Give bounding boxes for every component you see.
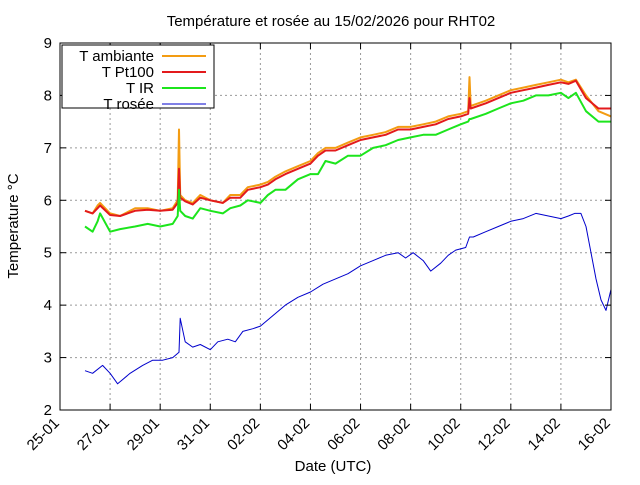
x-tick-label: 12-02 — [474, 415, 513, 454]
y-axis-ticks: 2 3 4 5 6 7 8 9 — [44, 35, 611, 419]
x-tick-label: 10-02 — [424, 415, 463, 454]
y-tick-label: 2 — [44, 402, 52, 419]
series-line-2 — [84, 79, 611, 217]
x-tick-label: 14-02 — [525, 415, 564, 454]
x-tick-label: 02-02 — [224, 415, 263, 454]
legend-label: T ambiante — [79, 48, 154, 65]
x-tick-label: 06-02 — [324, 415, 363, 454]
y-tick-label: 7 — [44, 140, 52, 157]
legend-label: T rosée — [103, 96, 154, 113]
legend-label: T IR — [126, 80, 154, 97]
series-line-3 — [84, 91, 611, 233]
x-tick-label: 29-01 — [124, 415, 163, 454]
y-tick-label: 9 — [44, 35, 52, 52]
y-tick-label: 4 — [44, 297, 52, 314]
y-tick-label: 5 — [44, 245, 52, 262]
legend-label: T Pt100 — [102, 64, 154, 81]
y-tick-label: 3 — [44, 350, 52, 367]
chart-title: Température et rosée au 15/02/2026 pour … — [167, 13, 496, 30]
x-tick-label: 08-02 — [374, 415, 413, 454]
plot-frame — [59, 42, 612, 411]
y-axis-label: Temperature °C — [5, 173, 22, 278]
y-tick-label: 8 — [44, 87, 52, 104]
x-axis-label: Date (UTC) — [295, 458, 372, 475]
x-tick-label: 31-01 — [174, 415, 213, 454]
series-line-4 — [84, 212, 612, 385]
x-tick-label: 04-02 — [274, 415, 313, 454]
x-tick-label: 25-01 — [24, 415, 63, 454]
x-tick-label: 16-02 — [575, 415, 614, 454]
x-tick-label: 27-01 — [74, 415, 113, 454]
series-layer — [84, 76, 612, 385]
y-tick-label: 6 — [44, 192, 52, 209]
